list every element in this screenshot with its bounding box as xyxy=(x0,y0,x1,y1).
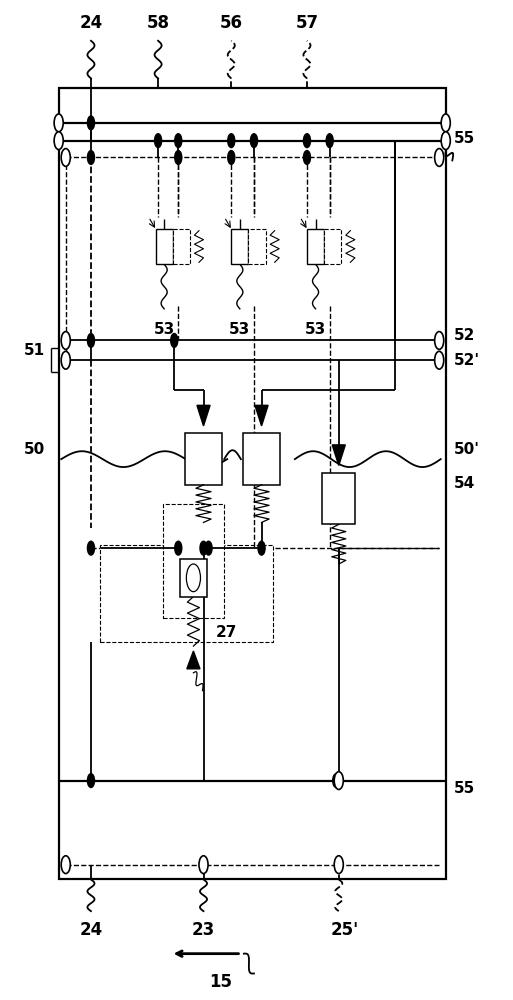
Circle shape xyxy=(250,134,258,148)
Circle shape xyxy=(200,541,207,555)
Circle shape xyxy=(228,134,235,148)
Circle shape xyxy=(87,541,94,555)
Circle shape xyxy=(205,541,212,555)
Text: 55: 55 xyxy=(453,131,475,146)
Bar xyxy=(322,473,355,524)
Circle shape xyxy=(154,134,162,148)
Text: 15: 15 xyxy=(210,973,233,991)
Circle shape xyxy=(228,151,235,164)
Circle shape xyxy=(175,541,182,555)
Circle shape xyxy=(175,134,182,148)
Text: 53: 53 xyxy=(305,322,326,337)
Text: 51: 51 xyxy=(24,343,45,358)
Polygon shape xyxy=(197,405,210,426)
Bar xyxy=(185,433,222,485)
Bar xyxy=(173,229,190,264)
Circle shape xyxy=(303,151,310,164)
Bar xyxy=(248,229,266,264)
Text: 54: 54 xyxy=(453,476,475,491)
Circle shape xyxy=(87,151,94,164)
Circle shape xyxy=(186,564,201,592)
Polygon shape xyxy=(187,651,200,669)
Circle shape xyxy=(171,334,178,347)
Bar xyxy=(163,504,224,618)
Text: 55: 55 xyxy=(453,781,475,796)
Circle shape xyxy=(435,332,444,349)
Circle shape xyxy=(175,151,182,164)
Circle shape xyxy=(258,541,265,555)
Bar xyxy=(180,559,207,597)
Text: 24: 24 xyxy=(80,921,103,939)
Circle shape xyxy=(441,114,450,132)
Bar xyxy=(307,229,324,264)
Bar xyxy=(231,229,248,264)
Text: 53: 53 xyxy=(153,322,175,337)
Circle shape xyxy=(61,332,70,349)
Circle shape xyxy=(303,134,310,148)
Polygon shape xyxy=(332,445,345,465)
Circle shape xyxy=(435,351,444,369)
Circle shape xyxy=(87,116,94,130)
Bar xyxy=(100,545,273,642)
Circle shape xyxy=(435,149,444,166)
Text: 58: 58 xyxy=(147,14,170,32)
Circle shape xyxy=(326,134,333,148)
Text: 56: 56 xyxy=(220,14,243,32)
Bar xyxy=(155,229,173,264)
Text: 57: 57 xyxy=(295,14,319,32)
Circle shape xyxy=(334,772,343,789)
Circle shape xyxy=(441,132,450,150)
Circle shape xyxy=(61,856,70,874)
Circle shape xyxy=(333,774,340,788)
Text: 50': 50' xyxy=(453,442,479,457)
Text: 53: 53 xyxy=(229,322,250,337)
Text: 52': 52' xyxy=(453,353,480,368)
Circle shape xyxy=(61,149,70,166)
Bar xyxy=(58,88,446,879)
Circle shape xyxy=(54,114,63,132)
Bar xyxy=(324,229,341,264)
Circle shape xyxy=(199,856,208,874)
Circle shape xyxy=(87,334,94,347)
Bar xyxy=(243,433,280,485)
Text: 24: 24 xyxy=(80,14,103,32)
Circle shape xyxy=(334,856,343,874)
Text: 25': 25' xyxy=(331,921,359,939)
Text: 50: 50 xyxy=(24,442,45,457)
Circle shape xyxy=(87,774,94,788)
Circle shape xyxy=(61,351,70,369)
Polygon shape xyxy=(255,405,268,426)
Text: 27: 27 xyxy=(216,625,238,640)
Text: 23: 23 xyxy=(192,921,215,939)
Circle shape xyxy=(54,132,63,150)
Text: 52: 52 xyxy=(453,328,475,343)
